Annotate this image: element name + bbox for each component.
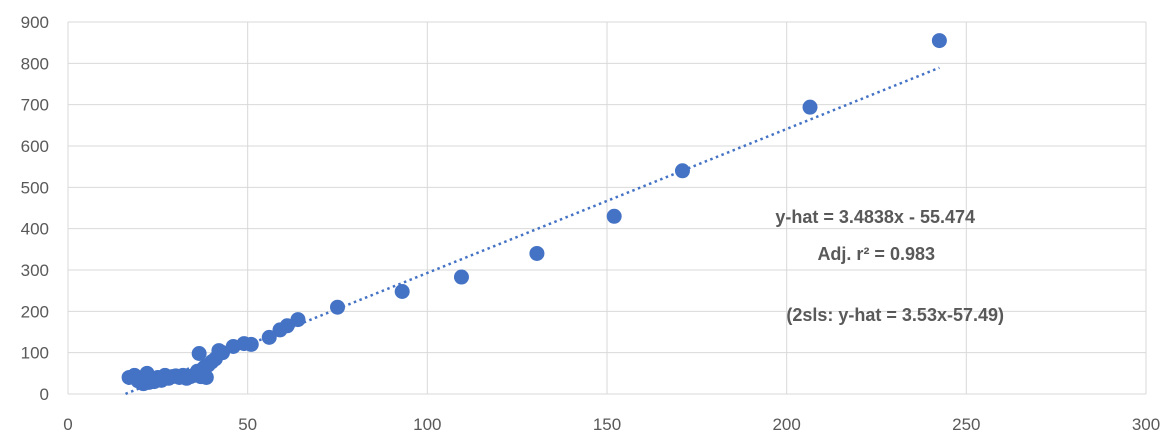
data-point bbox=[453, 269, 469, 285]
y-tick-label: 700 bbox=[21, 96, 49, 115]
data-point bbox=[191, 345, 207, 361]
trendline bbox=[125, 66, 940, 396]
data-point bbox=[243, 336, 259, 352]
x-tick-label: 250 bbox=[952, 415, 980, 434]
y-tick-label: 100 bbox=[21, 344, 49, 363]
y-tick-label: 600 bbox=[21, 137, 49, 156]
data-point bbox=[261, 329, 277, 345]
data-points bbox=[121, 33, 947, 392]
y-tick-label: 400 bbox=[21, 220, 49, 239]
data-point bbox=[198, 369, 214, 385]
y-tick-label: 900 bbox=[21, 13, 49, 32]
data-point bbox=[330, 299, 345, 315]
regression-equation: y-hat = 3.4838x - 55.474 bbox=[775, 207, 975, 227]
gridlines bbox=[67, 21, 1147, 395]
y-tick-label: 200 bbox=[21, 302, 49, 321]
x-tick-label: 150 bbox=[593, 415, 621, 434]
y-tick-label: 800 bbox=[21, 54, 49, 73]
data-point bbox=[931, 33, 947, 49]
data-point bbox=[606, 208, 622, 224]
data-point bbox=[529, 245, 545, 261]
y-tick-label: 0 bbox=[40, 385, 49, 404]
data-point bbox=[802, 99, 818, 115]
adjusted-r-squared: Adj. r² = 0.983 bbox=[817, 244, 935, 264]
x-tick-label: 100 bbox=[413, 415, 441, 434]
x-tick-label: 300 bbox=[1132, 415, 1160, 434]
data-point bbox=[394, 283, 410, 299]
x-tick-label: 0 bbox=[63, 415, 72, 434]
x-tick-label: 200 bbox=[772, 415, 800, 434]
2sls-equation: (2sls: y-hat = 3.53x-57.49) bbox=[786, 305, 1004, 325]
tick-labels: 0 100 200 300 400 500 600 700 800 900 0 50 100 150 200… bbox=[21, 13, 1161, 434]
y-tick-label: 300 bbox=[21, 261, 49, 280]
data-point bbox=[290, 312, 306, 328]
y-tick-label: 500 bbox=[21, 178, 49, 197]
data-point bbox=[674, 163, 690, 179]
x-tick-label: 50 bbox=[238, 415, 257, 434]
